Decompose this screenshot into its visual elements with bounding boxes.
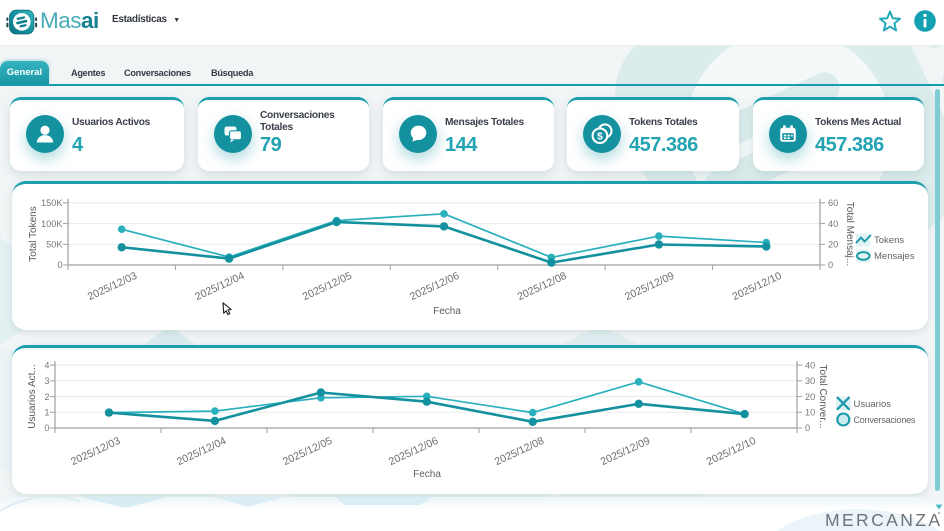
- svg-text:2025/12/04: 2025/12/04: [193, 270, 246, 303]
- svg-text:2025/12/05: 2025/12/05: [301, 270, 354, 303]
- svg-text:10: 10: [805, 408, 815, 418]
- svg-text:4: 4: [44, 360, 49, 370]
- svg-text:20: 20: [828, 240, 838, 250]
- svg-text:40: 40: [828, 219, 838, 229]
- svg-text:150K: 150K: [41, 198, 63, 208]
- svg-text:0: 0: [44, 423, 49, 433]
- svg-text:2025/12/03: 2025/12/03: [69, 435, 122, 468]
- svg-text:0: 0: [828, 260, 833, 270]
- svg-text:Tokens: Tokens: [874, 235, 904, 246]
- svg-text:2025/12/03: 2025/12/03: [86, 270, 139, 303]
- svg-text:2025/12/05: 2025/12/05: [281, 435, 334, 468]
- svg-text:Total Tokens: Total Tokens: [28, 206, 39, 261]
- svg-text:2025/12/08: 2025/12/08: [516, 270, 569, 303]
- svg-text:$: $: [597, 131, 603, 143]
- svg-text:2025/12/06: 2025/12/06: [408, 270, 461, 303]
- svg-text:100K: 100K: [41, 219, 63, 229]
- svg-text:2025/12/09: 2025/12/09: [623, 270, 676, 303]
- svg-text:2: 2: [44, 392, 49, 402]
- svg-text:Total Conver...: Total Conver...: [817, 365, 828, 429]
- svg-text:2025/12/06: 2025/12/06: [387, 435, 440, 468]
- svg-text:3: 3: [44, 376, 49, 386]
- svg-text:1: 1: [44, 408, 49, 418]
- svg-text:Usuarios: Usuarios: [854, 399, 892, 410]
- svg-text:Fecha: Fecha: [433, 306, 461, 317]
- svg-text:0: 0: [805, 423, 810, 433]
- svg-text:0: 0: [57, 260, 62, 270]
- svg-text:2025/12/04: 2025/12/04: [175, 435, 228, 468]
- svg-text:60: 60: [828, 198, 838, 208]
- svg-text:50K: 50K: [46, 240, 63, 250]
- svg-text:Mensajes: Mensajes: [874, 251, 915, 262]
- svg-text:40: 40: [805, 360, 815, 370]
- svg-text:2025/12/10: 2025/12/10: [730, 270, 783, 303]
- svg-text:Conversaciones: Conversaciones: [854, 415, 916, 425]
- svg-text:Fecha: Fecha: [413, 469, 441, 480]
- svg-text:Total Mensaj...: Total Mensaj...: [844, 202, 855, 266]
- svg-text:20: 20: [805, 392, 815, 402]
- svg-text:2025/12/08: 2025/12/08: [493, 435, 546, 468]
- svg-text:Usuarios Act...: Usuarios Act...: [27, 364, 38, 428]
- svg-text:30: 30: [805, 376, 815, 386]
- svg-text:2025/12/10: 2025/12/10: [705, 435, 758, 468]
- svg-text:2025/12/09: 2025/12/09: [599, 435, 652, 468]
